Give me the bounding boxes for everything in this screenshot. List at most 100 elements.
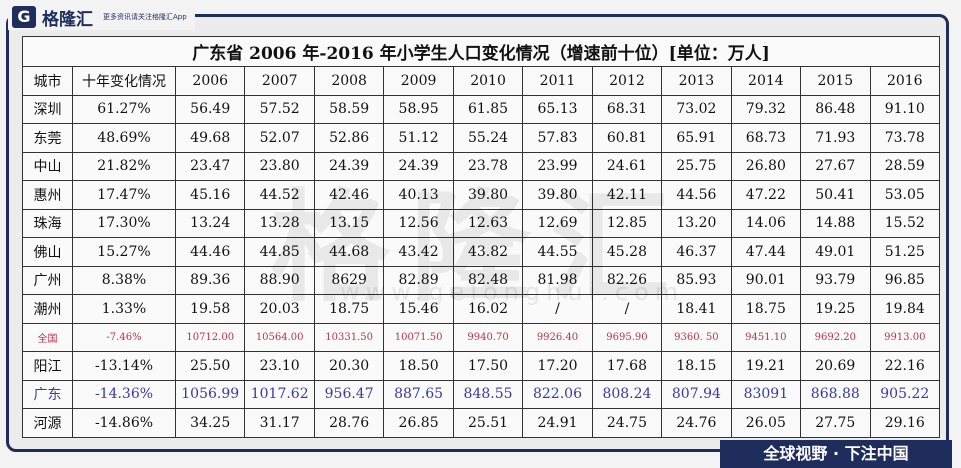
cell: 887.65 xyxy=(383,379,454,409)
cell: 23.80 xyxy=(244,151,315,181)
cell: -13.14% xyxy=(72,351,176,381)
cell: 27.67 xyxy=(800,151,871,181)
cell: 57.83 xyxy=(522,123,593,153)
cell: 47.22 xyxy=(730,180,802,210)
table-title: 广东省 2006 年-2016 年小学生人口变化情况（增速前十位）[单位：万人] xyxy=(22,36,940,67)
cell: 26.80 xyxy=(730,151,802,181)
slogan: 全球视野 · 下注中国 xyxy=(720,440,952,468)
table-row: 东莞 48.69% 49.68 52.07 52.86 51.12 55.24 57.83 60… xyxy=(22,123,941,153)
cell: 50.41 xyxy=(800,180,871,210)
cell: 52.86 xyxy=(313,123,385,153)
cell: 10564.00 xyxy=(244,322,315,352)
cell: 8.38% xyxy=(72,265,176,295)
title-row: 广东省 2006 年-2016 年小学生人口变化情况（增速前十位）[单位：万人] xyxy=(22,36,940,67)
column-header: 2011 xyxy=(522,66,593,96)
cell: 93.79 xyxy=(800,265,871,295)
cell: 深圳 xyxy=(22,94,73,124)
cell: 58.95 xyxy=(383,94,454,124)
cell: 29.16 xyxy=(869,408,941,438)
cell: 17.50 xyxy=(452,351,524,381)
cell: 26.05 xyxy=(730,408,802,438)
table-row: 河源 -14.86% 34.25 31.17 28.76 26.85 25.51 24.91 2… xyxy=(22,408,941,438)
column-header: 2008 xyxy=(313,66,385,96)
cell: 51.12 xyxy=(383,123,454,153)
cell: 48.69% xyxy=(72,123,176,153)
cell: 17.68 xyxy=(591,351,663,381)
cell: 25.51 xyxy=(452,408,524,438)
table: 广东省 2006 年-2016 年小学生人口变化情况（增速前十位）[单位：万人]… xyxy=(22,36,941,438)
cell: 71.93 xyxy=(800,123,871,153)
cell: 14.88 xyxy=(800,208,871,238)
cell: 1056.99 xyxy=(174,379,246,409)
cell: 10071.50 xyxy=(383,322,454,352)
cell: 822.06 xyxy=(522,379,593,409)
table-row: 佛山 15.27% 44.46 44.85 44.68 43.42 43.82 44.55 45… xyxy=(22,237,941,267)
cell: 12.56 xyxy=(383,208,454,238)
cell: 广州 xyxy=(22,265,73,295)
cell: 15.46 xyxy=(383,294,454,324)
cell: 73.78 xyxy=(869,123,941,153)
cell: 46.37 xyxy=(661,237,732,267)
column-header: 2016 xyxy=(869,66,941,96)
cell: 85.93 xyxy=(661,265,732,295)
cell: 19.58 xyxy=(174,294,246,324)
cell: 19.84 xyxy=(869,294,941,324)
cell: 58.59 xyxy=(313,94,385,124)
cell: 57.52 xyxy=(244,94,315,124)
cell: 79.32 xyxy=(730,94,802,124)
cell: 44.68 xyxy=(313,237,385,267)
cell: 9451.10 xyxy=(730,322,802,352)
cell: 13.20 xyxy=(661,208,732,238)
cell: 49.68 xyxy=(174,123,246,153)
cell: 65.13 xyxy=(522,94,593,124)
cell: 956.47 xyxy=(313,379,385,409)
cell: 52.07 xyxy=(244,123,315,153)
cell: 9360. 50 xyxy=(661,322,732,352)
cell: 24.39 xyxy=(383,151,454,181)
cell: 9695.90 xyxy=(591,322,663,352)
cell: 潮州 xyxy=(22,294,73,324)
cell: 17.30% xyxy=(72,208,176,238)
cell: 68.31 xyxy=(591,94,663,124)
cell: 808.24 xyxy=(591,379,663,409)
cell: 12.85 xyxy=(591,208,663,238)
cell: 24.76 xyxy=(661,408,732,438)
cell: 807.94 xyxy=(661,379,732,409)
column-header: 2014 xyxy=(730,66,802,96)
table-row: 潮州 1.33% 19.58 20.03 18.75 15.46 16.02//18.41 1… xyxy=(22,294,941,324)
table-row: 广东 -14.36% 1056.99 1017.62 956.47 887.65 848.5… xyxy=(22,379,941,409)
cell: 60.81 xyxy=(591,123,663,153)
cell: 8629 xyxy=(313,265,385,295)
cell: 24.75 xyxy=(591,408,663,438)
cell: 19.21 xyxy=(730,351,802,381)
cell: 61.27% xyxy=(72,94,176,124)
cell: 20.30 xyxy=(313,351,385,381)
cell: / xyxy=(591,294,663,324)
cell: -14.86% xyxy=(72,408,176,438)
cell: 43.82 xyxy=(452,237,524,267)
cell: 9692.20 xyxy=(800,322,871,352)
cell: 12.63 xyxy=(452,208,524,238)
cell: 20.69 xyxy=(800,351,871,381)
cell: 1017.62 xyxy=(244,379,315,409)
cell: 26.85 xyxy=(383,408,454,438)
cell: 23.47 xyxy=(174,151,246,181)
cell: 1.33% xyxy=(72,294,176,324)
cell: 17.47% xyxy=(72,180,176,210)
cell: 18.75 xyxy=(313,294,385,324)
cell: / xyxy=(522,294,593,324)
cell: 44.85 xyxy=(244,237,315,267)
cell: 44.52 xyxy=(244,180,315,210)
cell: 88.90 xyxy=(244,265,315,295)
cell: 佛山 xyxy=(22,237,73,267)
cell: 82.26 xyxy=(591,265,663,295)
cell: 9913.00 xyxy=(869,322,941,352)
column-header: 2006 xyxy=(174,66,246,96)
cell: 83091 xyxy=(730,379,802,409)
cell: 65.91 xyxy=(661,123,732,153)
cell: 61.85 xyxy=(452,94,524,124)
cell: 89.36 xyxy=(174,265,246,295)
cell: 河源 xyxy=(22,408,73,438)
cell: 47.44 xyxy=(730,237,802,267)
cell: 23.10 xyxy=(244,351,315,381)
